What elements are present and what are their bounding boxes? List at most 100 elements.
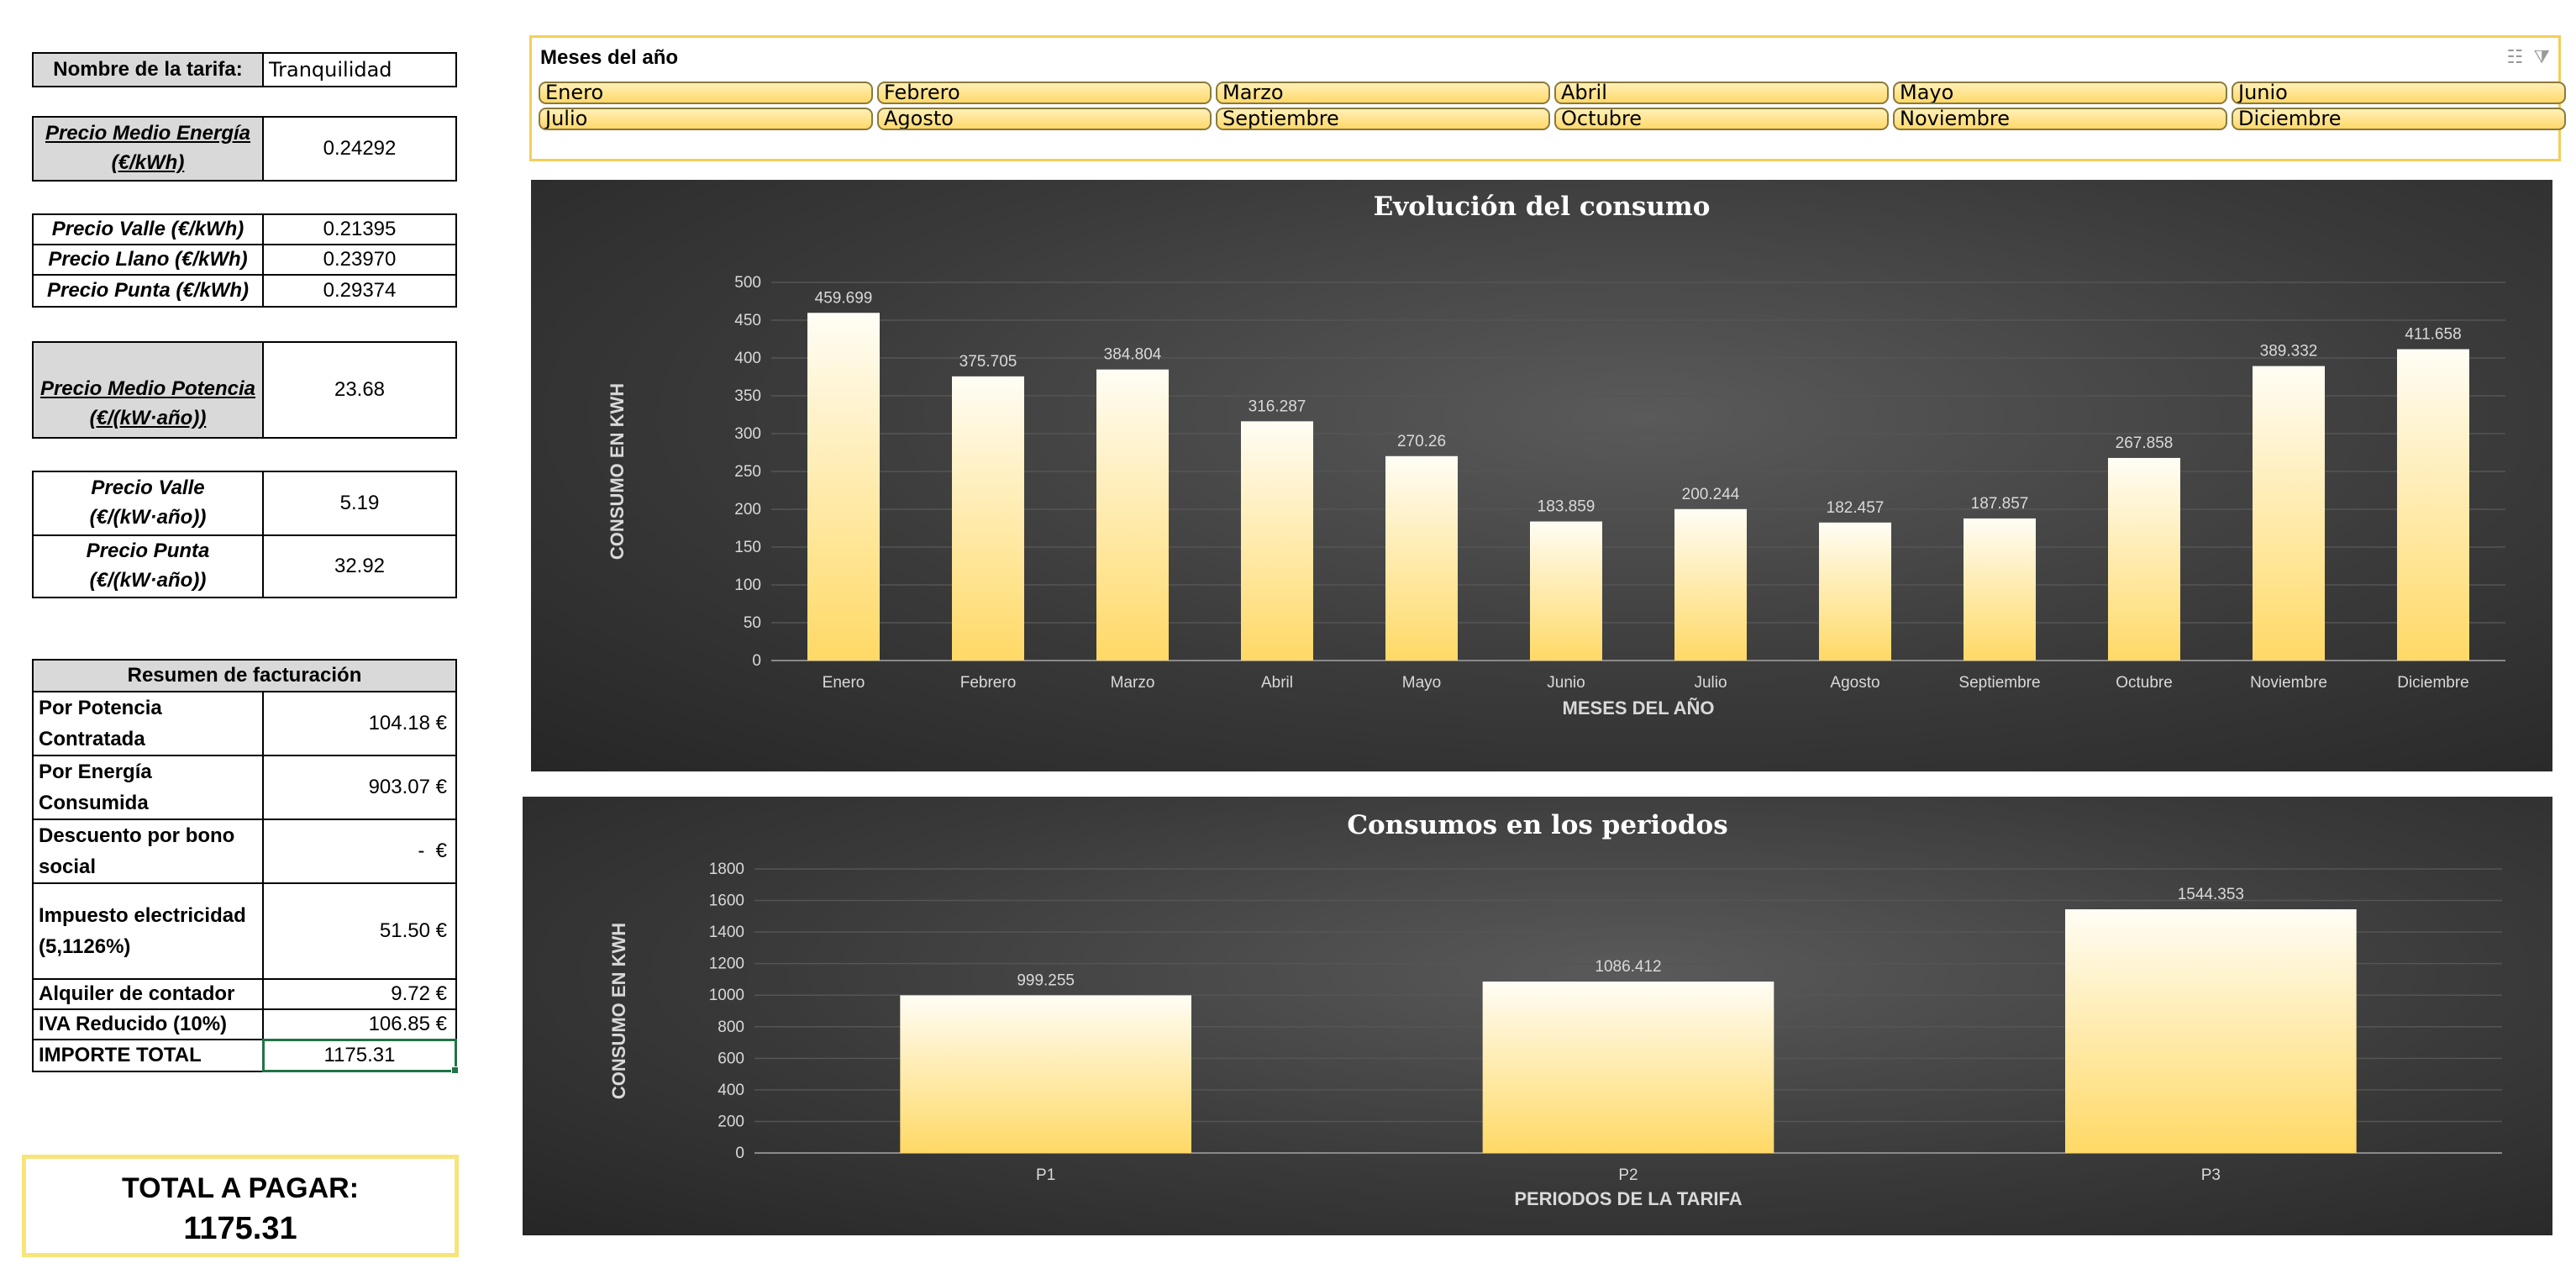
billing-impuesto-line1: Impuesto electricidad xyxy=(39,903,246,927)
y-tick-label: 1800 xyxy=(709,861,744,878)
data-label: 187.857 xyxy=(1971,495,2029,513)
tariff-name-value-text: Tranquilidad xyxy=(269,58,392,82)
data-label: 200.244 xyxy=(1682,486,1740,503)
data-label: 182.457 xyxy=(1827,499,1885,517)
tariff-name-label: Nombre de la tarifa: xyxy=(32,52,264,87)
bar-agosto xyxy=(1819,522,1891,661)
energy-avg-label-line2: (€/kWh) xyxy=(111,151,185,174)
data-label: 316.287 xyxy=(1249,397,1306,415)
energy-avg-label-line1: Precio Medio Energía xyxy=(45,122,251,145)
power-punta-label: Precio Punta (€/(kW·año)) xyxy=(32,534,264,598)
clear-filter-icon[interactable]: ⧩ xyxy=(2533,46,2550,67)
billing-bono-value: - € xyxy=(418,840,447,862)
energy-punta-value[interactable]: 0.29374 xyxy=(262,274,457,308)
slicer-item-mayo[interactable]: Mayo xyxy=(1893,82,2227,104)
x-tick-label: P3 xyxy=(2201,1166,2221,1184)
billing-row-value[interactable]: 9.72 € xyxy=(262,978,457,1010)
power-punta-label-line2: (€/(kW·año)) xyxy=(89,569,207,592)
billing-row-value[interactable]: 104.18 € xyxy=(262,691,457,756)
slicer-item-abril[interactable]: Abril xyxy=(1554,82,1889,104)
energy-avg-value[interactable]: 0.24292 xyxy=(262,116,457,182)
x-tick-label: Septiembre xyxy=(1958,674,2040,692)
y-tick-label: 200 xyxy=(718,1113,744,1130)
energy-valle-value[interactable]: 0.21395 xyxy=(262,213,457,245)
slicer-item-junio[interactable]: Junio xyxy=(2232,82,2566,104)
y-tick-label: 300 xyxy=(734,425,761,443)
slicer-item-octubre[interactable]: Octubre xyxy=(1554,108,1889,130)
bar-julio xyxy=(1674,508,1747,661)
billing-energia-value: 903.07 € xyxy=(368,776,447,798)
x-tick-label: P2 xyxy=(1618,1166,1638,1184)
data-label: 270.26 xyxy=(1397,433,1446,450)
x-tick-label: Agosto xyxy=(1830,674,1879,692)
billing-potencia-line2: Contratada xyxy=(39,728,145,750)
energy-llano-value[interactable]: 0.23970 xyxy=(262,244,457,276)
slicer-item-julio[interactable]: Julio xyxy=(539,108,873,130)
months-slicer: Meses del año ☷ ⧩ Enero Febrero Marzo Abril… xyxy=(529,35,2566,161)
multi-select-icon[interactable]: ☷ xyxy=(2506,46,2524,67)
billing-potencia-line1: Por Potencia xyxy=(39,696,162,719)
power-valle-value[interactable]: 5.19 xyxy=(262,471,457,536)
period-consumption-chart[interactable]: 0 200 400 600 800 1000 1200 1400 1600 1800 999.255… xyxy=(523,797,2552,1235)
y-tick-label: 600 xyxy=(718,1050,744,1067)
energy-llano-label-text: Precio Llano (€/kWh) xyxy=(48,247,248,271)
power-punta-value[interactable]: 32.92 xyxy=(262,534,457,598)
y-tick-label: 200 xyxy=(734,501,761,519)
cell-fill-handle[interactable] xyxy=(451,1066,459,1074)
y-tick-label: 400 xyxy=(734,350,761,367)
y-tick-label: 100 xyxy=(734,576,761,594)
billing-row-value[interactable]: 51.50 € xyxy=(262,882,457,980)
slicer-item-noviembre[interactable]: Noviembre xyxy=(1893,108,2227,130)
billing-header: Resumen de facturación xyxy=(32,659,457,692)
billing-total-label: IMPORTE TOTAL xyxy=(39,1044,202,1067)
data-label: 1544.353 xyxy=(2178,886,2244,903)
slicer-item-diciembre[interactable]: Diciembre xyxy=(2232,108,2566,130)
consumption-evolution-chart[interactable]: 0 50 100 150 200 250 300 350 400 450 500 459.699 Ene… xyxy=(531,180,2552,771)
billing-row-value[interactable]: 903.07 € xyxy=(262,755,457,820)
slicer-item-agosto[interactable]: Agosto xyxy=(877,108,1212,130)
slicer-item-marzo[interactable]: Marzo xyxy=(1216,82,1550,104)
slicer-item-enero[interactable]: Enero xyxy=(539,82,873,104)
x-tick-label: Febrero xyxy=(960,674,1017,692)
y-tick-label: 0 xyxy=(752,652,761,670)
data-label: 411.658 xyxy=(2405,326,2461,344)
power-avg-value[interactable]: 23.68 xyxy=(262,341,457,439)
data-label: 389.332 xyxy=(2260,343,2318,361)
slicer-item-febrero[interactable]: Febrero xyxy=(877,82,1212,104)
billing-potencia-value: 104.18 € xyxy=(368,712,447,734)
total-to-pay-label: TOTAL A PAGAR: xyxy=(121,1172,360,1204)
energy-llano-value-text: 0.23970 xyxy=(323,248,397,271)
billing-alquiler-label: Alquiler de contador xyxy=(39,982,235,1006)
billing-row-value[interactable]: 106.85 € xyxy=(262,1008,457,1040)
billing-bono-line2: social xyxy=(39,855,97,878)
energy-punta-label-text: Precio Punta (€/kWh) xyxy=(46,278,250,302)
data-label: 459.699 xyxy=(815,289,873,307)
data-label: 384.804 xyxy=(1104,346,1162,364)
y-tick-label: 500 xyxy=(734,274,761,292)
x-tick-label: Enero xyxy=(823,674,865,692)
tariff-name-value[interactable]: Tranquilidad xyxy=(262,52,457,87)
x-tick-label: Abril xyxy=(1261,674,1293,692)
y-tick-label: 1200 xyxy=(709,956,744,973)
slicer-toolbar: ☷ ⧩ xyxy=(2507,46,2550,68)
power-valle-label-line1: Precio Valle xyxy=(91,476,205,500)
billing-row-label: Alquiler de contador xyxy=(32,978,264,1010)
slicer-item-septiembre[interactable]: Septiembre xyxy=(1216,108,1550,130)
bar-p2 xyxy=(1482,981,1774,1153)
billing-row-value[interactable]: - € xyxy=(262,819,457,884)
chart-title: Consumos en los periodos xyxy=(1347,810,1727,840)
energy-avg-label: Precio Medio Energía (€/kWh) xyxy=(32,116,264,182)
y-tick-label: 1400 xyxy=(709,924,744,941)
data-label: 267.858 xyxy=(2116,434,2174,452)
bar-mayo xyxy=(1385,455,1458,661)
billing-total-value-cell[interactable]: 1175.31 xyxy=(262,1039,457,1072)
energy-valle-value-text: 0.21395 xyxy=(323,218,397,240)
billing-row-label: IMPORTE TOTAL xyxy=(32,1039,264,1072)
power-avg-value-text: 23.68 xyxy=(334,378,386,401)
x-tick-label: Marzo xyxy=(1111,674,1155,692)
billing-row-label: IVA Reducido (10%) xyxy=(32,1008,264,1040)
y-tick-label: 350 xyxy=(734,387,761,405)
bar-febrero xyxy=(952,376,1024,661)
energy-punta-value-text: 0.29374 xyxy=(323,279,397,302)
power-valle-label-line2: (€/(kW·año)) xyxy=(89,506,207,529)
